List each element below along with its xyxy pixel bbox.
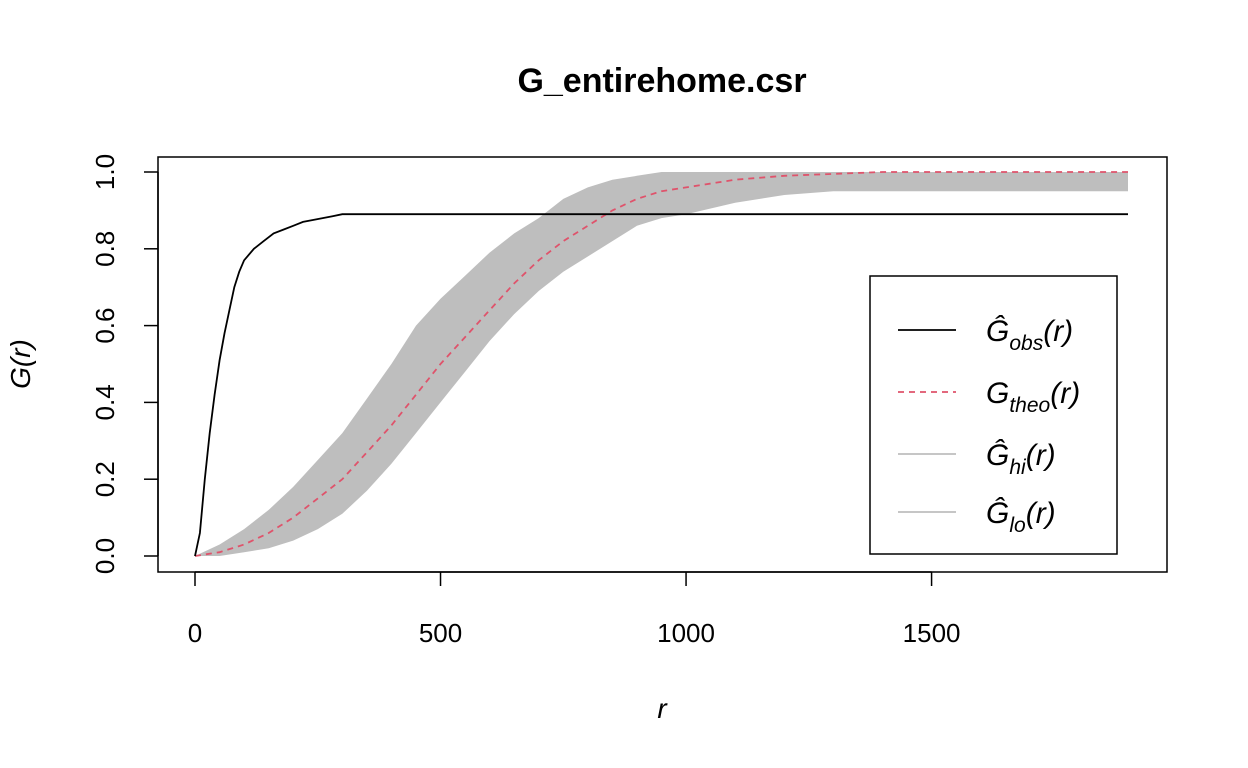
legend-box <box>869 275 1118 555</box>
y-tick-label: 0.8 <box>90 231 120 267</box>
chart-title: G_entirehome.csr <box>517 62 806 100</box>
y-tick-label: 0.4 <box>90 384 120 420</box>
y-tick-label: 0.6 <box>90 308 120 344</box>
legend-label-obs: Ĝobs(r) <box>986 314 1073 355</box>
legend-label-hi: Ĝhi(r) <box>986 438 1056 479</box>
x-tick-label: 500 <box>419 618 462 648</box>
x-tick-label: 1000 <box>657 618 715 648</box>
y-axis: 0.0 0.2 0.4 0.6 0.8 1.0 <box>90 154 159 574</box>
y-tick-label: 0.0 <box>90 538 120 574</box>
envelope-band <box>195 172 1128 556</box>
y-axis-label: G(r) <box>5 339 36 389</box>
x-tick-label: 0 <box>188 618 202 648</box>
legend: Ĝobs(r) Gtheo(r) Ĝhi(r) Ĝlo(r) <box>869 275 1118 555</box>
x-axis-label: r <box>657 693 668 724</box>
y-tick-label: 0.2 <box>90 461 120 497</box>
legend-label-lo: Ĝlo(r) <box>986 496 1056 537</box>
x-axis: 0 500 1000 1500 <box>188 571 961 648</box>
lines-layer <box>194 171 1128 557</box>
y-tick-label: 1.0 <box>90 154 120 190</box>
x-tick-label: 1500 <box>903 618 961 648</box>
series-obs-line <box>194 213 1128 557</box>
legend-label-theo: Gtheo(r) <box>986 377 1080 417</box>
series-theo-line <box>194 171 1128 557</box>
envelope-layer <box>195 172 1128 556</box>
